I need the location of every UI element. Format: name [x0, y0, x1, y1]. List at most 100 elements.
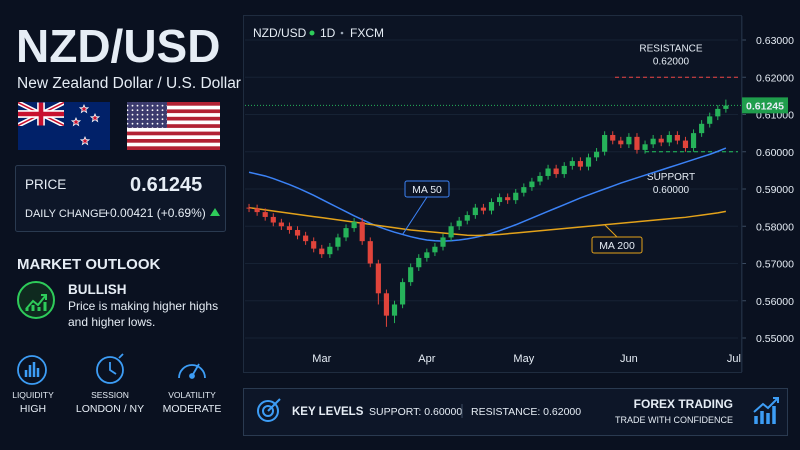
- support-level: SUPPORT: 0.60000: [369, 406, 462, 418]
- resistance-level: RESISTANCE: 0.62000: [471, 406, 581, 418]
- candle-body: [658, 138, 664, 143]
- candle-body: [270, 216, 276, 223]
- ma-line: [248, 206, 727, 237]
- key-levels-bar: [243, 388, 788, 436]
- title: NZD/USD: [16, 20, 220, 72]
- target-icon: [257, 398, 281, 422]
- volatility-icon: [178, 363, 206, 379]
- candle-body: [278, 222, 284, 227]
- ma-label-box: [404, 180, 450, 198]
- candle-body: [319, 248, 325, 255]
- brand-icon: [753, 397, 779, 424]
- candle-body: [343, 228, 349, 238]
- indicator-value: HIGH: [20, 403, 46, 415]
- candle-body: [416, 257, 422, 268]
- candle-body: [391, 304, 398, 316]
- candle-body: [626, 136, 632, 145]
- candle-body: [303, 235, 309, 242]
- x-tick-label: Jul: [727, 353, 741, 365]
- ma-label-box: [591, 236, 643, 254]
- candle-body: [585, 157, 592, 167]
- candle-body: [488, 202, 495, 211]
- candle-body: [432, 246, 438, 253]
- x-tick-label: Jun: [620, 353, 638, 365]
- us-flag: [127, 102, 220, 150]
- candle-body: [311, 241, 317, 249]
- y-tick-label: 0.60000: [756, 147, 794, 159]
- candle-body: [424, 252, 430, 258]
- brand-tagline: TRADE WITH CONFIDENCE: [615, 415, 733, 425]
- level-value: 0.62000: [653, 56, 690, 67]
- y-tick-label: 0.57000: [756, 259, 794, 271]
- ma-label: MA 200: [599, 240, 635, 252]
- candle-body: [400, 282, 406, 305]
- change-label: DAILY CHANGE: [25, 208, 106, 220]
- candle-body: [634, 136, 640, 150]
- candle-body: [505, 197, 511, 201]
- candle-body: [529, 181, 535, 188]
- level-label: SUPPORT: [647, 172, 695, 183]
- candle-body: [682, 140, 689, 149]
- separator: [340, 31, 344, 35]
- key-levels-heading: KEY LEVELS: [292, 406, 364, 418]
- candle-body: [254, 208, 260, 213]
- candle-body: [383, 293, 390, 316]
- candle-body: [674, 134, 680, 141]
- y-tick-label: 0.55000: [756, 333, 794, 345]
- candle-body: [650, 138, 656, 145]
- ma-connector: [402, 196, 428, 235]
- subtitle: New Zealand Dollar / U.S. Dollar: [17, 75, 241, 92]
- candle-body: [496, 197, 503, 203]
- candle-body: [553, 168, 559, 175]
- outlook-status: BULLISH: [68, 282, 127, 297]
- candle-body: [537, 175, 543, 182]
- candle-body: [699, 123, 705, 134]
- candle-body: [246, 207, 252, 209]
- candle-body: [561, 165, 567, 175]
- level-value: 0.60000: [653, 185, 690, 196]
- chart-interval: 1D: [320, 26, 336, 40]
- candle-body: [723, 105, 729, 109]
- candle-body: [262, 212, 268, 217]
- candle-body: [666, 134, 672, 143]
- price-box: [15, 165, 226, 232]
- brand-title: FOREX TRADING: [634, 397, 733, 411]
- indicator-label: LIQUIDITY: [12, 390, 54, 400]
- candle-body: [351, 221, 357, 229]
- price-label: PRICE: [25, 177, 66, 192]
- candle-body: [286, 226, 293, 230]
- candle-body: [690, 133, 697, 149]
- candle-body: [513, 192, 519, 201]
- x-tick-label: Mar: [312, 353, 331, 365]
- y-tick-label: 0.63000: [756, 35, 794, 47]
- candle-body: [480, 207, 487, 211]
- ma-label: MA 50: [412, 184, 442, 196]
- x-tick-label: Apr: [418, 353, 435, 365]
- candle-body: [642, 144, 648, 150]
- candle-body: [440, 237, 446, 247]
- candle-body: [464, 215, 470, 221]
- candle-body: [602, 134, 608, 152]
- indicator-value: MODERATE: [163, 403, 222, 415]
- candle-body: [408, 267, 414, 283]
- outlook-heading: MARKET OUTLOOK: [17, 256, 160, 273]
- indicator-label: SESSION: [91, 390, 129, 400]
- candle-body: [610, 134, 616, 141]
- candle-body: [472, 207, 478, 216]
- price-value: 0.61245: [130, 174, 202, 196]
- current-price-box: [742, 97, 788, 114]
- y-tick-label: 0.62000: [756, 72, 794, 84]
- indicator-label: VOLATILITY: [168, 390, 216, 400]
- candle-body: [448, 226, 454, 238]
- chart-panel: [243, 15, 742, 373]
- candle-body: [593, 151, 600, 158]
- candle-body: [707, 116, 713, 124]
- candle-body: [359, 221, 365, 242]
- candle-body: [521, 187, 527, 193]
- ma-connector: [604, 224, 618, 238]
- nz-flag: [18, 102, 110, 150]
- current-price-label: 0.61245: [746, 100, 784, 112]
- candle-body: [375, 263, 381, 294]
- candle-body: [367, 241, 373, 264]
